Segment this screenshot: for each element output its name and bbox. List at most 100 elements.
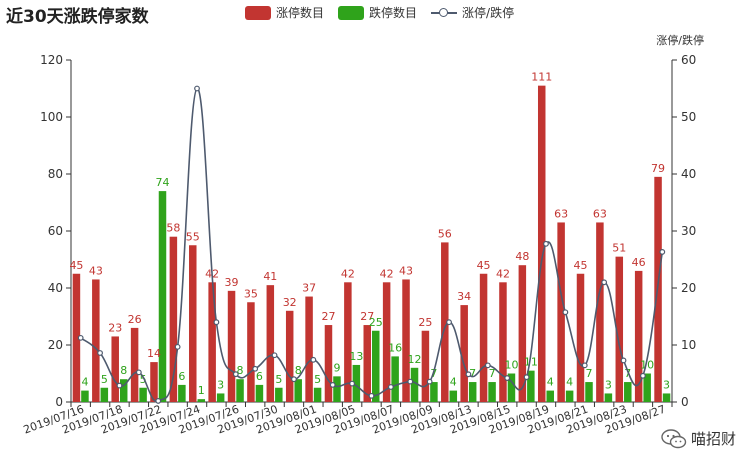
bar-limit-up: [576, 273, 585, 402]
ratio-point: [310, 356, 317, 363]
bar-limit-down: [216, 393, 225, 402]
data-label-limit-down: 8: [120, 364, 127, 377]
data-label-limit-up: 63: [593, 207, 607, 220]
ratio-point: [446, 319, 452, 326]
y-tick-label: 0: [55, 395, 63, 409]
bar-limit-up: [557, 222, 565, 402]
data-label-limit-down: 3: [605, 378, 612, 391]
bar-limit-up: [344, 282, 352, 402]
data-label-limit-down: 7: [489, 367, 496, 380]
ratio-point: [116, 382, 123, 389]
data-label-limit-down: 3: [217, 378, 224, 391]
legend-swatch-limit-down: [338, 5, 365, 20]
data-label-limit-down: 7: [624, 367, 631, 380]
y2-tick-label: 60: [681, 53, 696, 67]
legend-swatch-ratio: [431, 6, 458, 20]
bar-limit-up: [169, 236, 178, 402]
watermark: 喵招财: [661, 428, 736, 449]
bar-limit-down: [585, 382, 593, 402]
data-label-limit-down: 8: [237, 364, 244, 377]
ratio-point: [426, 378, 433, 385]
ratio-point: [601, 279, 608, 286]
bar-limit-up: [247, 302, 255, 402]
data-label-limit-down: 10: [504, 359, 518, 372]
bar-limit-down: [410, 367, 419, 402]
bar-limit-down: [178, 384, 186, 402]
ratio-point: [271, 352, 278, 359]
y2-tick-label: 0: [681, 395, 689, 409]
bar-limit-down: [294, 379, 302, 402]
data-label-limit-down: 11: [524, 356, 538, 369]
ratio-point: [232, 371, 239, 378]
ratio-point: [174, 343, 181, 350]
bar-limit-up: [92, 279, 100, 402]
data-label-limit-up: 58: [166, 222, 180, 235]
data-label-limit-down: 7: [469, 367, 476, 380]
ratio-point: [329, 382, 336, 388]
ratio-point: [581, 362, 588, 369]
data-label-limit-up: 48: [515, 250, 529, 263]
data-label-limit-down: 4: [547, 376, 554, 389]
bar-limit-up: [189, 245, 197, 402]
data-label-limit-up: 111: [531, 71, 552, 84]
bar-limit-down: [100, 387, 109, 402]
bar-limit-down: [275, 387, 283, 402]
ratio-point: [155, 398, 162, 404]
data-label-limit-up: 43: [399, 264, 413, 277]
legend-item-limit-down[interactable]: 跌停数目: [338, 4, 417, 21]
data-label-limit-down: 8: [295, 364, 302, 377]
ratio-point: [77, 334, 84, 341]
data-label-limit-up: 41: [263, 270, 277, 283]
bar-limit-up: [615, 256, 624, 402]
bar-limit-down: [119, 379, 128, 402]
data-label-limit-up: 23: [108, 321, 122, 334]
bar-limit-up: [130, 327, 139, 402]
y-tick-label: 20: [48, 338, 63, 352]
bar-limit-down: [488, 382, 496, 402]
bar-limit-up: [285, 310, 294, 402]
bar-limit-up: [305, 296, 313, 402]
y-tick-label: 120: [40, 53, 63, 67]
data-label-limit-down: 6: [256, 370, 263, 383]
ratio-point: [659, 249, 666, 255]
legend: 涨停数目 跌停数目 涨停/跌停: [245, 4, 528, 21]
legend-item-limit-up[interactable]: 涨停数目: [245, 4, 324, 21]
data-label-limit-down: 74: [155, 176, 169, 189]
bar-limit-up: [382, 282, 391, 402]
y2-tick-label: 10: [681, 338, 696, 352]
bar-limit-down: [352, 364, 361, 402]
ratio-point: [407, 378, 414, 385]
data-label-limit-up: 45: [69, 259, 83, 272]
right-axis-title: 涨停/跌停: [656, 34, 704, 47]
ratio-point: [543, 240, 549, 247]
data-label-limit-up: 39: [225, 276, 239, 289]
legend-label-limit-up: 涨停数目: [276, 6, 325, 20]
data-label-limit-up: 42: [496, 267, 510, 280]
data-label-limit-up: 63: [554, 207, 568, 220]
data-label-limit-up: 25: [418, 316, 432, 329]
data-label-limit-up: 56: [438, 227, 452, 240]
bar-limit-up: [363, 325, 371, 402]
data-label-limit-up: 42: [380, 267, 394, 280]
wechat-icon: [661, 428, 687, 448]
ratio-point: [194, 85, 200, 92]
data-label-limit-down: 12: [408, 353, 422, 366]
data-label-limit-up: 55: [186, 230, 200, 243]
bar-limit-down: [333, 376, 341, 402]
ratio-point: [291, 376, 297, 383]
bar-limit-down: [624, 382, 632, 402]
data-label-limit-up: 37: [302, 282, 316, 295]
ratio-point: [135, 369, 142, 376]
bar-limit-up: [518, 265, 527, 402]
y-tick-label: 80: [48, 167, 63, 181]
data-label-limit-down: 5: [314, 373, 321, 386]
y-tick-label: 40: [48, 281, 63, 295]
bar-limit-up: [460, 305, 468, 402]
legend-item-ratio[interactable]: 涨停/跌停: [431, 4, 514, 21]
data-label-limit-up: 35: [244, 287, 258, 300]
ratio-point: [97, 350, 103, 356]
ratio-point: [562, 309, 569, 316]
legend-swatch-limit-up: [245, 5, 271, 20]
bar-limit-down: [546, 390, 554, 402]
